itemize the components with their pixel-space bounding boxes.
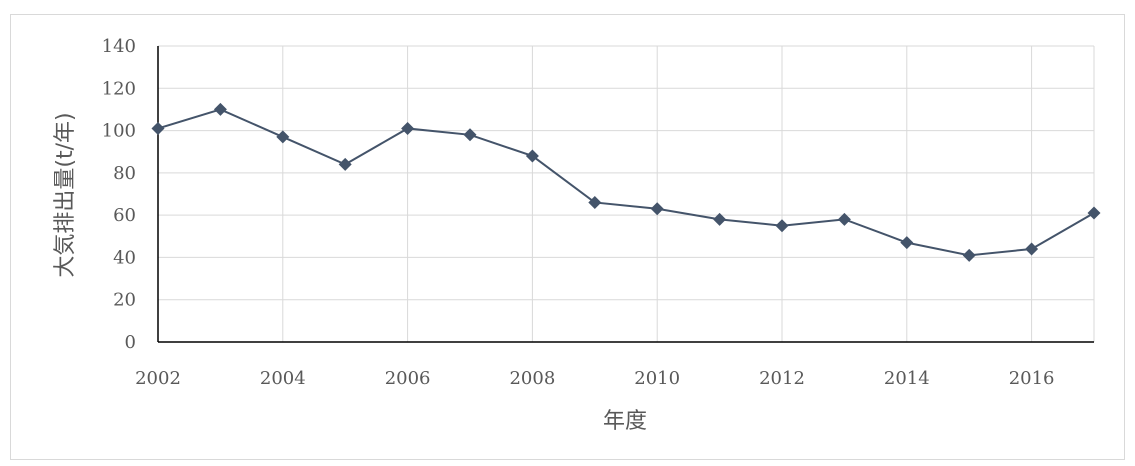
y-axis-title: 大気排出量(t/年) bbox=[53, 112, 78, 277]
data-point bbox=[525, 149, 539, 163]
data-point bbox=[213, 102, 227, 116]
x-tick-label: 2014 bbox=[884, 368, 930, 389]
data-point bbox=[775, 219, 789, 233]
y-tick-label: 120 bbox=[102, 78, 136, 99]
label-layer: 0 20 40 60 80 100 120 140 2002 2004 2006 2008 2010 20… bbox=[102, 36, 1055, 389]
x-tick-label: 2012 bbox=[759, 368, 805, 389]
data-point bbox=[588, 195, 602, 209]
y-tick-label: 80 bbox=[113, 163, 136, 184]
data-point bbox=[338, 157, 352, 171]
series-layer bbox=[151, 102, 1101, 262]
data-point bbox=[1087, 206, 1101, 220]
y-tick-label: 20 bbox=[113, 290, 136, 311]
data-point bbox=[1025, 242, 1039, 256]
x-tick-label: 2006 bbox=[385, 368, 431, 389]
axis-layer bbox=[157, 46, 1094, 343]
y-tick-label: 60 bbox=[113, 205, 136, 226]
data-point bbox=[837, 212, 851, 226]
data-point bbox=[151, 121, 165, 135]
data-point bbox=[650, 202, 664, 216]
y-tick-label: 40 bbox=[113, 247, 136, 268]
data-point bbox=[900, 236, 914, 250]
x-tick-label: 2010 bbox=[634, 368, 680, 389]
x-tick-label: 2008 bbox=[509, 368, 555, 389]
x-tick-label: 2016 bbox=[1009, 368, 1055, 389]
data-point bbox=[713, 212, 727, 226]
data-point bbox=[401, 121, 415, 135]
data-point bbox=[276, 130, 290, 144]
grid-layer bbox=[158, 45, 1095, 342]
data-point bbox=[463, 128, 477, 142]
series-line bbox=[157, 108, 1095, 257]
x-tick-label: 2002 bbox=[135, 368, 181, 389]
y-tick-label: 0 bbox=[125, 332, 136, 353]
y-tick-label: 100 bbox=[102, 121, 136, 142]
data-point bbox=[962, 248, 976, 262]
x-axis-title: 年度 bbox=[603, 409, 647, 434]
y-tick-label: 140 bbox=[102, 36, 136, 57]
x-tick-label: 2004 bbox=[260, 368, 306, 389]
